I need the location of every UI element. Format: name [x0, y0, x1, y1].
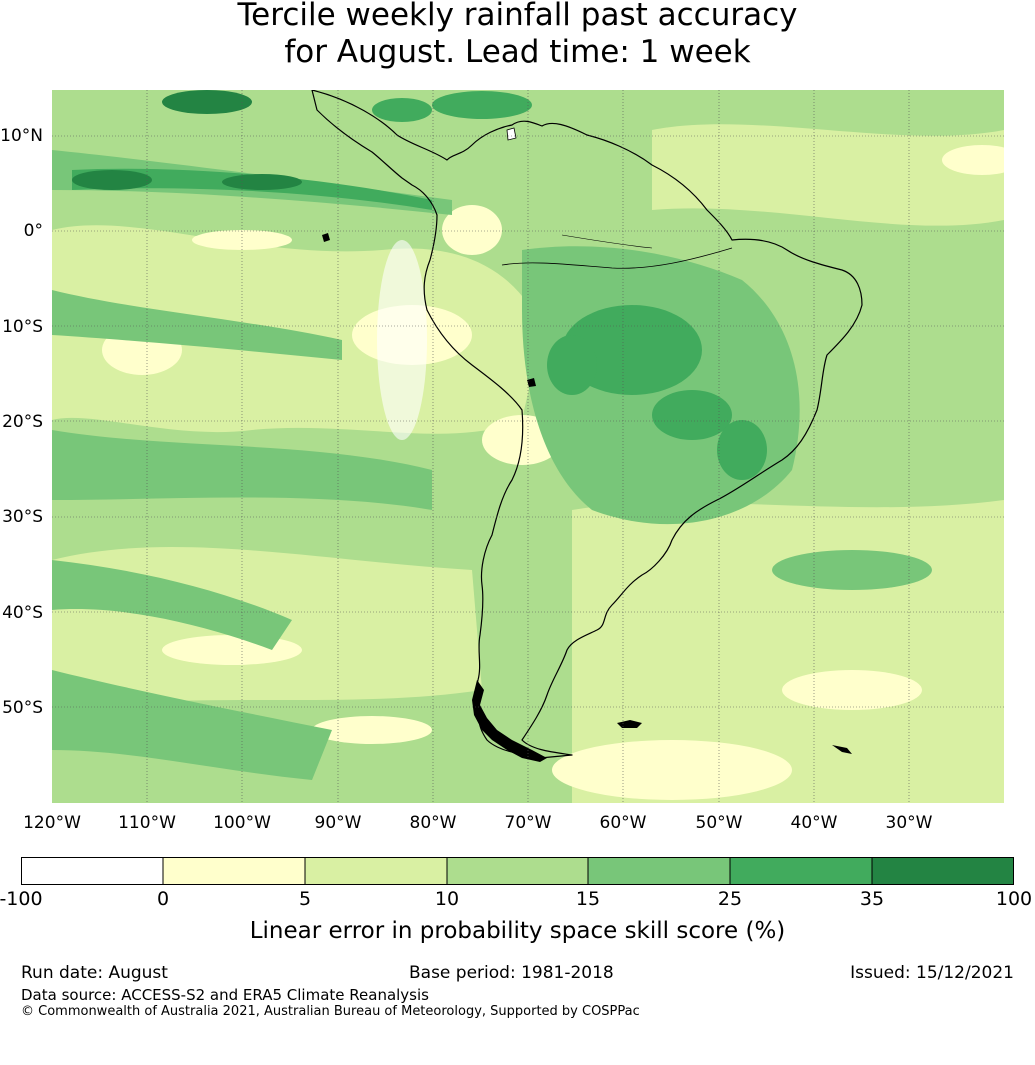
tierra-del-fuego	[472, 680, 547, 762]
skill-region	[312, 716, 432, 744]
lon-label: 70°W	[504, 813, 552, 833]
skill-region	[52, 670, 332, 780]
skill-region	[942, 145, 1004, 175]
skill-region	[377, 240, 427, 440]
lat-label: 0°	[23, 221, 43, 241]
lake-maracaibo	[506, 127, 517, 141]
colorbar-segment	[447, 857, 588, 885]
lon-label: 80°W	[409, 813, 457, 833]
map-title-line-2: for August. Lead time: 1 week	[284, 34, 751, 70]
skill-region	[547, 335, 597, 395]
lon-label: 90°W	[314, 813, 362, 833]
colorbar-tick: 35	[859, 888, 885, 910]
colorbar-segment	[730, 857, 872, 885]
lon-label: 40°W	[790, 813, 838, 833]
colorbar-label: Linear error in probability space skill …	[249, 918, 786, 944]
skill-region	[52, 560, 292, 650]
lon-label: 100°W	[213, 813, 271, 833]
skill-region	[562, 305, 702, 395]
colorbar-segment	[21, 857, 163, 885]
run-date: Run date: August	[21, 963, 168, 983]
colorbar-tick: 15	[575, 888, 601, 910]
lon-label: 120°W	[23, 813, 81, 833]
skill-region	[652, 390, 732, 440]
colorbar-tick: 25	[717, 888, 743, 910]
lon-label: 110°W	[118, 813, 176, 833]
skill-region	[552, 740, 792, 800]
base-period: Base period: 1981-2018	[409, 963, 614, 983]
skill-region	[222, 174, 302, 190]
copyright: © Commonwealth of Australia 2021, Austra…	[21, 1004, 640, 1019]
skill-region	[372, 98, 432, 122]
skill-region	[162, 635, 302, 665]
skill-region	[782, 670, 922, 710]
data-source: Data source: ACCESS-S2 and ERA5 Climate …	[21, 986, 429, 1004]
lat-label: 10°N	[0, 126, 43, 146]
colorbar-tick: 5	[298, 888, 312, 910]
skill-score-map	[52, 90, 1004, 803]
colorbar-tick: 100	[995, 888, 1033, 910]
colorbar	[21, 857, 1014, 885]
lake-titicaca	[527, 378, 536, 387]
lon-label: 50°W	[695, 813, 743, 833]
colorbar-tick: 0	[156, 888, 170, 910]
lat-label: 30°S	[2, 507, 43, 527]
skill-region	[772, 550, 932, 590]
amazon-river	[501, 247, 733, 269]
colorbar-segment	[305, 857, 447, 885]
skill-region	[162, 90, 252, 114]
lat-label: 10°S	[2, 317, 43, 337]
lat-label: 40°S	[2, 603, 43, 623]
colorbar-segment	[163, 857, 305, 885]
skill-region	[717, 420, 767, 480]
south-georgia	[832, 745, 852, 754]
river	[561, 234, 653, 249]
skill-region	[72, 170, 152, 190]
colorbar-segment	[588, 857, 730, 885]
south-america-coastline	[311, 90, 863, 759]
galapagos	[322, 233, 330, 242]
colorbar-tick: -100	[0, 888, 43, 910]
colorbar-segment	[872, 857, 1014, 885]
colorbar-tick: 10	[434, 888, 460, 910]
skill-region	[442, 205, 502, 255]
skill-region	[52, 290, 342, 360]
lat-label: 50°S	[2, 698, 43, 718]
lon-label: 30°W	[885, 813, 933, 833]
map-title-line-1: Tercile weekly rainfall past accuracy	[237, 0, 798, 33]
skill-region	[432, 91, 532, 119]
map-gridlines	[52, 90, 1004, 803]
lon-label: 60°W	[599, 813, 647, 833]
lat-label: 20°S	[2, 412, 43, 432]
skill-region	[652, 124, 1004, 226]
issued-date: Issued: 15/12/2021	[850, 963, 1014, 983]
